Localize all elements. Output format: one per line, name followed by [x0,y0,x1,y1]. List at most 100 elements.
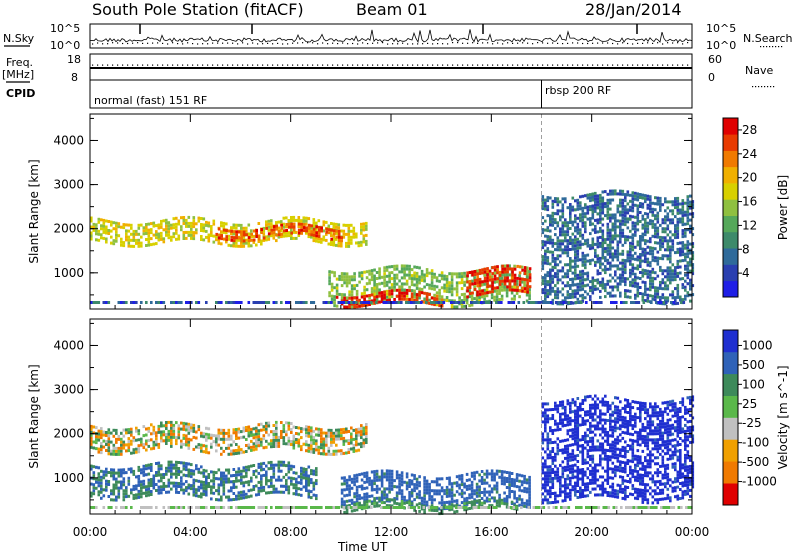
data-cell [257,432,261,436]
data-cell [566,245,570,249]
data-cell [676,274,680,278]
data-cell [684,297,687,301]
data-cell [385,496,389,500]
data-cell [586,196,590,200]
data-cell [255,232,258,235]
data-cell [172,426,176,430]
data-cell [300,231,303,235]
nave-legend-dot [755,86,757,88]
data-cell [646,272,650,276]
data-cell [649,201,652,205]
data-cell [566,227,570,231]
data-cell [250,464,253,468]
data-cell [468,289,471,293]
data-cell [488,272,491,276]
data-cell [375,298,379,301]
nsearch-point [652,42,654,44]
data-cell [285,301,288,304]
data-cell [566,221,570,225]
data-cell [495,481,499,485]
nave-point [672,64,674,66]
data-cell [571,220,575,224]
data-cell [207,427,211,431]
data-cell [619,201,622,205]
data-cell [300,436,303,440]
data-cell [599,271,602,275]
nsearch-point [602,42,604,44]
data-cell [247,232,251,236]
data-cell [363,498,366,502]
data-cell [497,301,501,304]
data-cell [302,470,306,474]
data-cell [360,442,363,446]
data-cell [247,241,251,245]
data-cell [227,428,231,432]
data-cell [641,268,645,272]
data-cell [501,264,504,268]
data-cell [312,487,316,491]
data-cell [373,497,376,501]
data-cell [641,271,645,275]
data-cell [641,223,645,227]
data-cell [460,477,464,481]
data-cell [445,278,449,281]
data-cell [443,277,446,281]
data-cell [541,240,545,244]
data-cell [353,492,356,496]
data-cell [584,206,587,210]
nave-point [612,64,614,66]
data-cell [516,276,519,280]
data-cell [551,280,555,284]
data-cell [591,192,595,196]
data-cell [664,296,667,300]
data-cell [275,227,278,231]
data-cell [202,226,206,230]
data-cell [649,237,652,241]
data-cell [100,233,103,237]
data-cell [415,296,419,300]
data-cell [671,218,675,222]
data-cell [440,286,444,290]
data-cell [140,486,143,490]
data-cell [629,205,632,209]
data-cell [616,276,620,280]
data-cell [631,272,635,276]
data-cell [297,426,301,430]
data-cell [105,237,108,241]
data-cell [503,267,507,271]
data-cell [170,438,173,442]
data-cell [245,471,248,475]
data-cell [338,277,341,281]
nave-point [597,64,599,66]
data-cell [556,248,560,252]
data-cell [631,248,635,252]
data-cell [302,226,306,230]
data-cell [390,475,394,479]
data-cell [546,271,550,275]
data-cell [522,301,526,304]
data-cell [342,439,346,443]
data-cell [646,287,650,291]
nave-point [437,64,439,66]
data-cell [177,237,181,241]
data-cell [674,278,677,282]
data-cell [290,428,293,431]
data-cell [420,269,424,273]
data-cell [621,192,625,196]
data-cell [222,492,226,496]
data-cell [691,212,695,216]
data-cell [170,238,173,242]
data-cell [689,299,692,303]
data-cell [257,486,261,490]
data-cell [202,450,206,454]
data-cell [355,500,359,504]
nave-point [657,64,659,66]
data-cell [235,238,238,242]
data-cell [267,228,271,232]
data-cell [659,202,662,206]
data-cell [656,232,660,236]
data-cell [629,199,632,203]
data-cell [147,478,151,482]
data-cell [145,494,148,498]
data-cell [561,197,565,201]
